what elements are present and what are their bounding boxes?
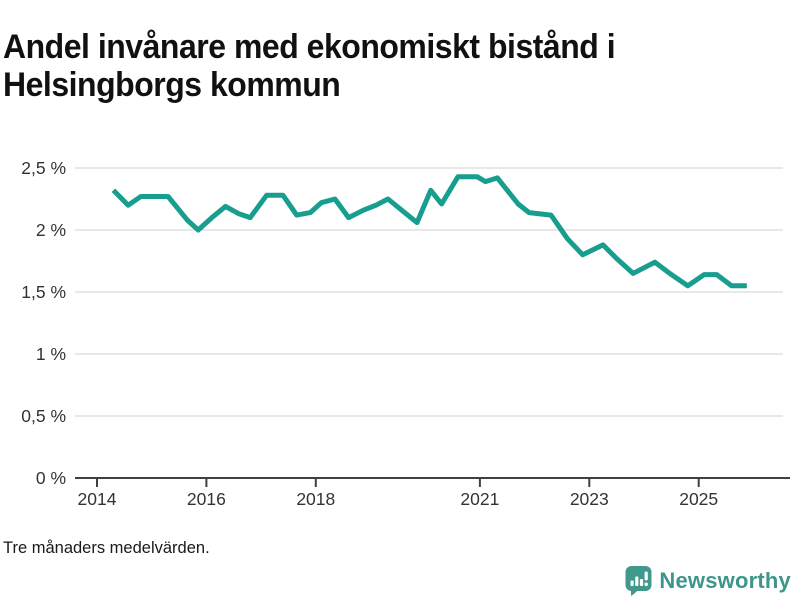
x-tick-label: 2025	[679, 489, 718, 509]
y-tick-label: 1,5 %	[21, 282, 66, 302]
brand-logo-text: Newsworthy	[659, 568, 791, 593]
x-tick-label: 2014	[78, 489, 117, 509]
y-tick-label: 1 %	[36, 344, 66, 364]
y-tick-label: 0 %	[36, 468, 66, 488]
y-tick-label: 0,5 %	[21, 406, 66, 426]
chart-note: Tre månaders medelvärden.	[3, 539, 210, 557]
y-tick-label: 2 %	[36, 220, 66, 240]
line-chart: 0 % 0,5 % 1 % 1,5 % 2 % 2,5 % 2014 2016 2018 2021…	[21, 158, 790, 509]
x-tick-label: 2016	[187, 489, 226, 509]
data-line	[111, 174, 747, 289]
x-tick-label: 2023	[570, 489, 609, 509]
y-tick-label: 2,5 %	[21, 158, 66, 178]
brand-logo: Newsworthy	[625, 565, 791, 597]
newsworthy-icon	[625, 566, 652, 596]
x-tick-label: 2021	[460, 489, 499, 509]
page-title: Andel invånare med ekonomiskt bistånd i …	[3, 27, 616, 105]
x-tick-label: 2018	[296, 489, 335, 509]
